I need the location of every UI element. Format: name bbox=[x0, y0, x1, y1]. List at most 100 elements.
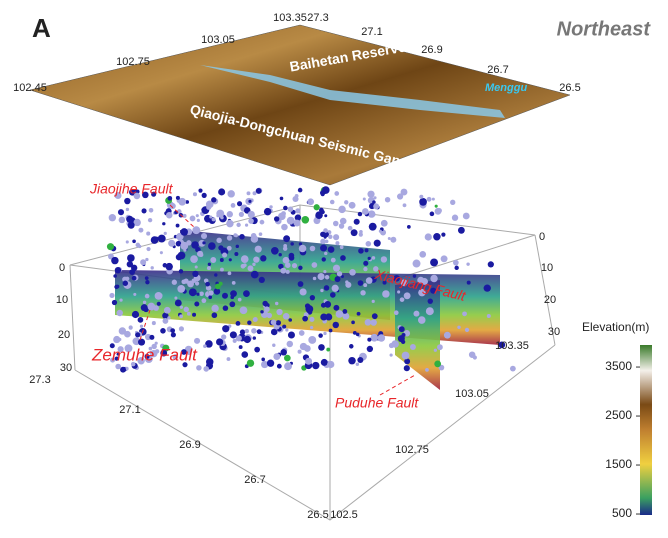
earthquake bbox=[132, 239, 136, 244]
earthquake bbox=[214, 283, 221, 290]
earthquake bbox=[457, 226, 465, 234]
earthquake bbox=[260, 255, 267, 262]
earthquake bbox=[222, 325, 230, 333]
earthquake bbox=[228, 258, 232, 262]
earthquake bbox=[187, 351, 192, 355]
earthquake bbox=[362, 208, 369, 215]
earthquake bbox=[157, 234, 166, 243]
earthquake bbox=[329, 199, 335, 205]
earthquake bbox=[403, 365, 410, 372]
earthquake bbox=[403, 292, 411, 300]
top-tick-label: 26.7 bbox=[487, 64, 508, 76]
earthquake bbox=[116, 352, 120, 356]
earthquake bbox=[211, 197, 217, 203]
earthquake bbox=[342, 312, 350, 320]
earthquake bbox=[221, 334, 227, 340]
earthquake bbox=[243, 335, 251, 344]
earthquake bbox=[509, 365, 516, 372]
earthquake bbox=[247, 210, 255, 219]
top-tick-label: 103.05 bbox=[201, 34, 235, 46]
earthquake bbox=[335, 241, 340, 246]
earthquake bbox=[203, 344, 207, 349]
earthquake bbox=[298, 265, 303, 270]
earthquake bbox=[413, 310, 420, 317]
earthquake bbox=[273, 353, 281, 361]
earthquake bbox=[320, 358, 328, 366]
earthquake bbox=[401, 333, 406, 338]
earthquake bbox=[320, 231, 326, 238]
colorbar bbox=[640, 345, 652, 515]
earthquake bbox=[142, 191, 149, 199]
earthquake bbox=[194, 281, 200, 286]
earthquake bbox=[399, 297, 405, 302]
earthquake bbox=[380, 256, 388, 263]
earthquake bbox=[170, 332, 176, 338]
earthquake bbox=[425, 307, 434, 316]
earthquake bbox=[127, 221, 135, 229]
earthquake bbox=[285, 262, 291, 268]
earthquake bbox=[208, 295, 213, 300]
panel-label: A bbox=[32, 13, 51, 43]
earthquake bbox=[323, 285, 330, 291]
earthquake bbox=[309, 325, 314, 330]
earthquake bbox=[362, 353, 367, 358]
earthquake bbox=[419, 250, 427, 258]
earthquake bbox=[111, 256, 119, 265]
lon-tick-label: 103.05 bbox=[455, 388, 489, 400]
lat-tick-label: 26.9 bbox=[179, 439, 200, 451]
earthquake bbox=[373, 266, 379, 272]
earthquake bbox=[483, 284, 491, 292]
earthquake bbox=[162, 318, 169, 324]
earthquake bbox=[329, 292, 336, 298]
earthquake bbox=[398, 326, 405, 333]
earthquake bbox=[357, 357, 364, 364]
earthquake bbox=[125, 276, 130, 281]
earthquake bbox=[363, 260, 369, 266]
earthquake bbox=[486, 313, 491, 318]
earthquake bbox=[373, 203, 380, 210]
earthquake bbox=[151, 321, 156, 326]
earthquake bbox=[144, 276, 149, 280]
earthquake bbox=[216, 237, 222, 244]
earthquake bbox=[142, 300, 147, 305]
earthquake bbox=[380, 219, 388, 227]
earthquake bbox=[335, 310, 344, 318]
depth-tick-label: 0 bbox=[539, 231, 545, 243]
earthquake bbox=[287, 206, 294, 213]
earthquake bbox=[138, 227, 144, 233]
earthquake bbox=[135, 242, 141, 248]
earthquake bbox=[175, 240, 182, 247]
earthquake bbox=[282, 312, 290, 320]
earthquake bbox=[336, 271, 343, 277]
earthquake bbox=[364, 248, 369, 253]
earthquake bbox=[317, 273, 325, 281]
earthquake bbox=[400, 279, 408, 287]
earthquake bbox=[185, 200, 190, 204]
earthquake bbox=[425, 368, 429, 372]
earthquake bbox=[137, 357, 145, 365]
earthquake bbox=[144, 293, 150, 299]
earthquake bbox=[194, 265, 198, 269]
earthquake bbox=[384, 196, 391, 203]
earthquake bbox=[226, 245, 232, 251]
earthquake bbox=[239, 306, 248, 315]
earthquake bbox=[466, 280, 471, 285]
earthquake bbox=[162, 263, 168, 268]
earthquake bbox=[252, 191, 257, 196]
earthquake bbox=[345, 280, 349, 284]
earthquake bbox=[219, 267, 224, 272]
earthquake bbox=[106, 243, 115, 251]
earthquake bbox=[424, 233, 432, 241]
earthquake bbox=[216, 214, 220, 218]
earthquake bbox=[186, 311, 191, 316]
earthquake bbox=[367, 256, 371, 261]
earthquake bbox=[109, 343, 115, 349]
earthquake bbox=[145, 280, 150, 285]
earthquake bbox=[255, 187, 262, 194]
earthquake bbox=[371, 256, 376, 260]
earthquake bbox=[250, 270, 259, 279]
top-tick-label: 27.1 bbox=[361, 26, 382, 38]
earthquake bbox=[246, 359, 255, 367]
earthquake bbox=[235, 320, 241, 326]
earthquake bbox=[309, 295, 316, 301]
